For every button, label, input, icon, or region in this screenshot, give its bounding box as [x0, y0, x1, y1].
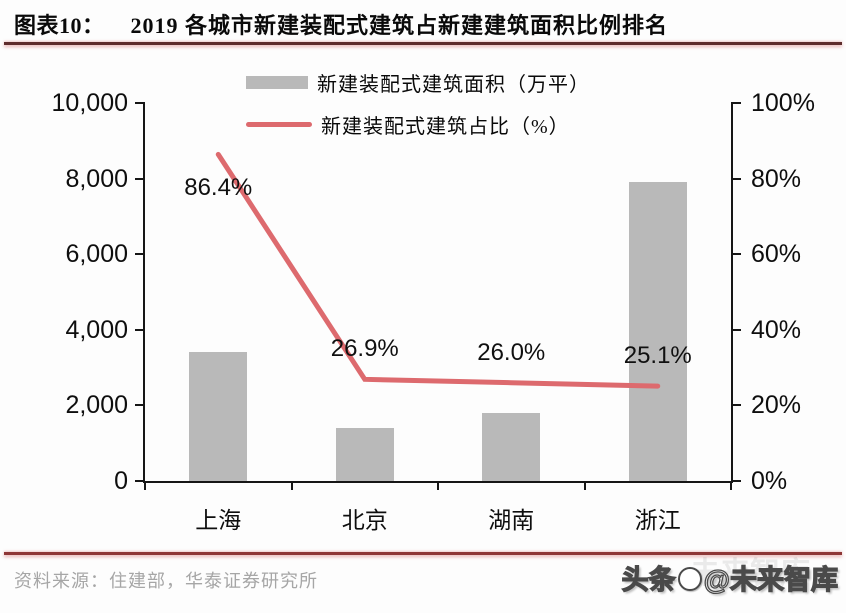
category-label: 浙江	[634, 508, 681, 533]
watermark-suffix: @未来智库	[703, 564, 839, 595]
data-point-label: 26.9%	[330, 335, 399, 363]
x-axis-tick	[583, 481, 586, 490]
left-axis-tick-label: 2,000	[65, 391, 128, 420]
right-axis-tick	[731, 328, 741, 331]
data-point-label: 25.1%	[623, 342, 692, 370]
footer-divider	[4, 552, 842, 555]
left-axis-tick	[135, 102, 145, 104]
x-axis-tick	[730, 481, 732, 490]
category-label: 上海	[195, 508, 242, 533]
left-axis-tick-label: 0	[114, 467, 128, 495]
source-note: 资料来源：住建部，华泰证券研究所	[14, 571, 318, 591]
right-axis-tick-label: 40%	[751, 315, 802, 344]
right-axis-tick-label: 0%	[751, 467, 788, 495]
left-axis-tick	[135, 253, 145, 256]
left-axis-line	[143, 103, 145, 483]
right-axis-tick-label: 20%	[751, 391, 802, 420]
left-axis-tick	[135, 480, 145, 482]
title-divider	[4, 42, 842, 45]
category-label: 北京	[341, 508, 388, 533]
left-axis-tick	[135, 177, 145, 180]
left-axis-tick-label: 8,000	[65, 164, 128, 193]
left-axis-tick-label: 6,000	[65, 240, 128, 269]
bar	[482, 413, 541, 481]
bar	[335, 428, 394, 481]
chart-legend: 新建装配式建筑面积（万平） 新建装配式建筑占比（%）	[246, 68, 590, 152]
right-axis-tick	[731, 102, 741, 104]
page-title: 2019 各城市新建装配式建筑占新建建筑面积比例排名	[130, 13, 669, 38]
left-axis-tick-label: 4,000	[65, 315, 128, 344]
legend-item-line: 新建装配式建筑占比（%）	[246, 110, 590, 139]
right-axis-tick	[731, 253, 741, 256]
watermark-circle-icon	[677, 567, 702, 591]
legend-item-bar: 新建装配式建筑面积（万平）	[246, 68, 590, 97]
right-axis-tick-label: 80%	[751, 164, 802, 193]
line-swatch-icon	[246, 122, 312, 127]
right-axis-line	[731, 103, 733, 483]
data-point-label: 86.4%	[184, 174, 253, 202]
line-path	[215, 151, 661, 389]
watermark-ghost-text: 未来智库	[690, 557, 810, 590]
watermark-prefix: 头条	[621, 564, 676, 595]
bar	[189, 352, 248, 481]
figure-header: 图表10： 2019 各城市新建装配式建筑占新建建筑面积比例排名	[14, 8, 834, 40]
right-axis-tick	[731, 480, 741, 482]
figure-number: 图表10：	[14, 13, 105, 38]
legend-label-line: 新建装配式建筑占比（%）	[321, 116, 570, 138]
category-label: 湖南	[488, 508, 535, 533]
x-axis-tick	[290, 481, 293, 490]
left-axis-tick-label: 10,000	[51, 89, 128, 117]
legend-label-bar: 新建装配式建筑面积（万平）	[317, 74, 590, 96]
left-axis-tick	[135, 328, 145, 331]
data-point-label: 26.0%	[477, 338, 546, 366]
right-axis-tick	[731, 177, 741, 180]
toutiao-watermark: 头条 @未来智库	[621, 558, 839, 597]
right-axis-tick-label: 100%	[751, 89, 815, 117]
x-axis-tick	[144, 481, 146, 490]
right-axis-tick	[731, 404, 741, 407]
right-axis-tick-label: 60%	[751, 240, 802, 269]
x-axis-tick	[437, 481, 439, 490]
left-axis-tick	[135, 404, 145, 407]
bar-swatch-icon	[246, 76, 308, 89]
bar	[628, 182, 687, 481]
